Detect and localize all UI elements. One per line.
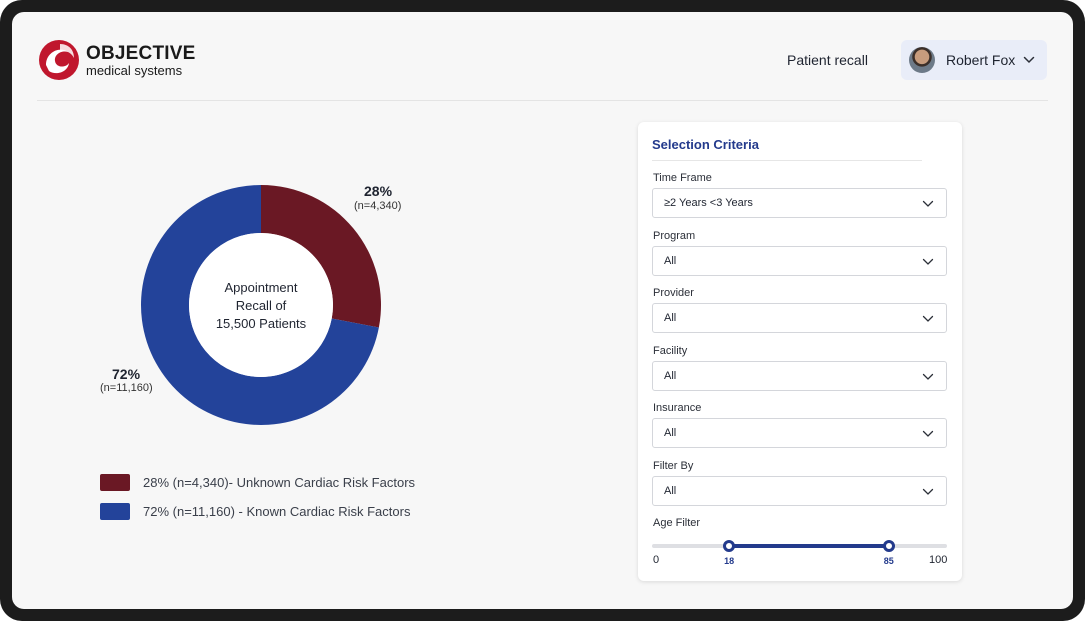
- age-slider-max-handle[interactable]: [882, 540, 895, 552]
- age-slider-range: [729, 544, 889, 548]
- age-slider-min-handle[interactable]: [723, 540, 736, 552]
- center-line: Recall of: [235, 298, 287, 313]
- select-value: All: [664, 485, 677, 497]
- insurance-label: Insurance: [653, 402, 702, 414]
- donut-slice: [261, 185, 381, 328]
- chevron-down-icon: [922, 373, 934, 380]
- chevron-down-icon: [922, 430, 934, 437]
- chevron-down-icon: [922, 315, 934, 322]
- center-line: Appointment: [224, 280, 298, 295]
- header-divider: [37, 100, 1048, 101]
- select-value: All: [664, 255, 677, 267]
- time-frame-label: Time Frame: [653, 172, 712, 184]
- slice-n-label: (n=11,160): [100, 382, 153, 394]
- select-value: All: [664, 370, 677, 382]
- filter-by-select[interactable]: All: [652, 476, 947, 506]
- chevron-down-icon: [922, 200, 934, 207]
- user-name: Robert Fox: [946, 52, 1016, 68]
- slice-pct-label: 72%: [112, 366, 141, 382]
- select-value: All: [664, 312, 677, 324]
- chevron-down-icon: [1023, 56, 1035, 64]
- legend-label: 72% (n=11,160) - Known Cardiac Risk Fact…: [143, 504, 411, 519]
- user-menu-button[interactable]: Robert Fox: [901, 40, 1047, 80]
- age-high-value: 85: [883, 556, 894, 566]
- brand-name: OBJECTIVE: [86, 43, 196, 64]
- panel-divider: [652, 160, 922, 161]
- select-value: All: [664, 427, 677, 439]
- age-low-value: 18: [724, 556, 735, 566]
- chevron-down-icon: [922, 488, 934, 495]
- select-value: ≥2 Years <3 Years: [664, 197, 753, 209]
- logo-mark-icon: [39, 40, 79, 80]
- center-line: 15,500 Patients: [215, 316, 307, 331]
- chart-center-label: Appointment Recall of 15,500 Patients: [190, 279, 332, 333]
- panel-title: Selection Criteria: [652, 137, 759, 152]
- legend-swatch: [100, 474, 130, 491]
- facility-label: Facility: [653, 345, 688, 357]
- age-filter-label: Age Filter: [653, 517, 701, 529]
- filter-by-label: Filter By: [653, 460, 694, 472]
- age-max-label: 100: [929, 554, 948, 566]
- legend-label: 28% (n=4,340)- Unknown Cardiac Risk Fact…: [143, 475, 416, 490]
- provider-label: Provider: [653, 287, 694, 299]
- slice-n-label: (n=4,340): [354, 200, 402, 212]
- facility-select[interactable]: All: [652, 361, 947, 391]
- time-frame-select[interactable]: ≥2 Years <3 Years: [652, 188, 947, 218]
- selection-criteria-panel: Selection Criteria Time Frame ≥2 Years <…: [638, 122, 962, 581]
- app-screen: OBJECTIVE medical systems Patient recall…: [12, 12, 1073, 609]
- provider-select[interactable]: All: [652, 303, 947, 333]
- age-min-label: 0: [653, 554, 660, 566]
- insurance-select[interactable]: All: [652, 418, 947, 448]
- chevron-down-icon: [922, 258, 934, 265]
- nav-patient-recall[interactable]: Patient recall: [787, 52, 868, 68]
- donut-hole: [189, 233, 333, 377]
- legend-swatch: [100, 503, 130, 520]
- program-label: Program: [653, 230, 696, 242]
- donut-slice: [141, 185, 379, 425]
- recall-donut-chart: [141, 185, 381, 425]
- slice-pct-label: 28%: [364, 183, 393, 199]
- program-select[interactable]: All: [652, 246, 947, 276]
- brand-tagline: medical systems: [86, 63, 183, 78]
- brand-logo[interactable]: OBJECTIVE medical systems: [38, 38, 208, 82]
- user-avatar: [909, 47, 935, 73]
